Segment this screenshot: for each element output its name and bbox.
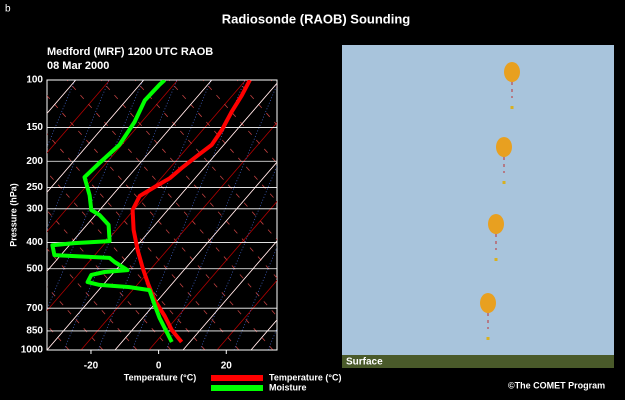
reference-line [47,80,145,193]
x-tick-label: 20 [221,361,233,372]
surface-label: Surface [346,357,383,368]
x-tick-label: 0 [156,361,162,372]
y-tick-label: 1000 [21,345,44,356]
dry-adiabat [47,209,172,350]
x-tick-label: -20 [84,361,99,372]
dry-adiabat [47,171,206,350]
isotherm [47,80,247,312]
y-tick-label: 300 [26,203,43,214]
diagram-background [47,80,277,350]
y-tick-label: 250 [26,182,43,193]
y-tick-label: 100 [26,75,43,86]
y-tick-label: 400 [26,237,43,248]
isotherm [80,122,277,350]
dry-adiabat [47,95,274,350]
isotherm [216,279,277,350]
reference-line [182,240,277,350]
mixing-ratio [165,83,277,350]
panel-label: b [5,4,11,15]
mixing-ratio [199,164,277,350]
dry-adiabat [100,80,277,279]
dry-adiabat [202,80,277,164]
reference-line [47,82,277,350]
title: Radiosonde (RAOB) Sounding [222,11,411,26]
y-tick-label: 500 [26,263,43,274]
legend-swatch [211,375,263,381]
y-tick-label: 850 [26,326,43,337]
dry-adiabat [47,248,138,350]
sky-panel [342,45,614,368]
isotherm [47,80,111,154]
dry-adiabat [168,80,277,203]
mixing-ratio [63,80,178,350]
legend-label: Moisture [269,382,307,392]
dry-adiabat [134,80,277,241]
mixing-ratio [47,80,76,148]
y-tick-label: 150 [26,122,43,133]
reference-line [47,80,213,272]
y-axis-label: Pressure (hPa) [8,183,18,247]
dry-adiabat [47,286,104,350]
chart-title: Medford (MRF) 1200 UTC RAOB [47,46,213,58]
chart-subtitle: 08 Mar 2000 [47,60,109,72]
legend-swatch [211,385,263,391]
isotherm [47,80,179,233]
credit: ©The COMET Program [508,380,605,390]
mixing-ratio [97,80,212,350]
mixing-ratio [47,80,144,311]
x-axis-label: Temperature (°C) [124,372,196,382]
mixing-ratio [233,246,277,350]
plot [50,80,252,344]
ground [342,355,614,368]
mixing-ratio [47,80,110,230]
isotherm [148,200,277,350]
balloons [480,62,520,340]
dry-adiabat [47,133,240,350]
y-tick-label: 700 [26,303,43,314]
reference-line [47,80,77,114]
legend: Temperature (°C)Moisture [211,372,341,392]
dry-adiabat [66,80,277,317]
y-tick-label: 200 [26,156,43,167]
legend-label: Temperature (°C) [269,372,341,382]
series-line [50,80,174,343]
